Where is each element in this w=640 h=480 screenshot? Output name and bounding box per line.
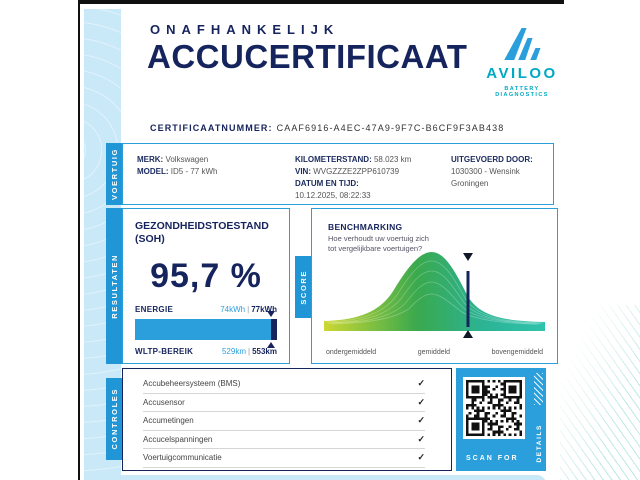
section-tab-voertuig: VOERTUIG	[106, 143, 122, 205]
checkmark-icon: ✓	[417, 415, 425, 426]
vehicle-uitgevoerd: UITGEVOERD DOOR: 1030300 - Wensink Groni…	[451, 155, 533, 188]
benchmark-marker-up-icon	[462, 330, 473, 338]
section-tab-controles-label: CONTROLES	[109, 388, 119, 450]
checkmark-icon: ✓	[417, 378, 425, 389]
vehicle-col-dealer: UITGEVOERD DOOR: 1030300 - Wensink Groni…	[451, 154, 547, 190]
benchmark-axis-labels: ondergemiddeld gemiddeld bovengemiddeld	[326, 349, 543, 356]
section-tab-resultaten: RESULTATEN	[106, 208, 122, 364]
check-row: Accucelspanningen ✓	[143, 431, 425, 449]
vehicle-datum-value: 10.12.2025, 08:22:33	[295, 191, 371, 200]
vehicle-card: MERK: Volkswagen MODEL: ID5 - 77 kWh KIL…	[122, 143, 554, 205]
bell-curve-icon	[324, 252, 545, 331]
benchmark-marker-line	[466, 271, 470, 327]
wltp-values: 529km | 553km	[221, 347, 277, 356]
certificate-number-line: CERTIFICAATNUMMER: CAAF6916-A4EC-47A9-9F7…	[150, 123, 504, 133]
qr-code	[463, 377, 525, 439]
brand-tagline: BATTERY DIAGNOSTICS	[495, 86, 549, 98]
page-title: ACCUCERTIFICAAT	[147, 38, 468, 75]
header-kicker: ONAFHANKELIJK	[150, 22, 340, 37]
label-gemiddeld: gemiddeld	[417, 349, 451, 356]
corner-hatch-decor	[560, 305, 640, 480]
check-label: Accumetingen	[143, 416, 194, 426]
certificate-number-label: CERTIFICAATNUMMER:	[150, 123, 273, 133]
benchmark-question: Hoe verhoudt uw voertuig zich tot vergel…	[328, 234, 429, 253]
qr-details-label: DETAILS	[536, 424, 543, 463]
bar-marker-up-icon	[266, 342, 275, 348]
energie-row: ENERGIE 74kWh | 77kWh	[135, 305, 277, 314]
energie-values: 74kWh | 77kWh	[220, 305, 277, 314]
check-label: Accucelspanningen	[143, 434, 213, 444]
results-card: GEZONDHEIDSTOESTAND (SOH) 95,7 % ENERGIE…	[122, 208, 290, 364]
certificate-number-value: CAAF6916-A4EC-47A9-9F7C-B6CF9F3AB438	[276, 123, 505, 133]
soh-value: 95,7 %	[150, 257, 262, 295]
check-row: Accumetingen ✓	[143, 412, 425, 431]
check-row: Voertuigcommunicatie ✓	[143, 449, 425, 468]
energy-bar-area: ENERGIE 74kWh | 77kWh WLTP-BEREIK 529km | 55…	[135, 305, 277, 361]
vehicle-col-brand: MERK: Volkswagen MODEL: ID5 - 77 kWh	[137, 154, 287, 178]
vehicle-vin: VIN: WVGZZZE2ZPP610739	[295, 167, 400, 176]
vehicle-merk: MERK: Volkswagen	[137, 155, 209, 164]
energy-bar	[135, 319, 277, 340]
benchmark-chart	[324, 239, 545, 339]
bottom-decor-band	[100, 475, 546, 480]
brand-name: AVILOO	[486, 65, 558, 82]
qr-hatch-decor	[534, 373, 543, 405]
soh-title: GEZONDHEIDSTOESTAND (SOH)	[135, 220, 269, 245]
vehicle-datum-label: DATUM EN TIJD:	[295, 179, 359, 188]
aviloo-logo: AVILOO BATTERY DIAGNOSTICS	[478, 24, 566, 98]
check-label: Accusensor	[143, 397, 185, 407]
qr-code-icon	[466, 380, 522, 436]
benchmark-title: BENCHMARKING	[328, 222, 403, 232]
aviloo-logo-icon	[504, 28, 541, 60]
qr-scan-label: SCAN FOR	[466, 455, 519, 462]
section-tab-controles: CONTROLES	[106, 378, 122, 460]
check-row: Accubeheersysteem (BMS) ✓	[143, 375, 425, 394]
label-bovengemiddeld: bovengemiddeld	[491, 349, 543, 356]
controls-card: Accubeheersysteem (BMS) ✓ Accusensor ✓ A…	[122, 368, 452, 471]
benchmark-marker-down-icon	[462, 253, 473, 261]
section-tab-score-label: SCORE	[298, 269, 308, 305]
certificate-page: ONAFHANKELIJK ACCUCERTIFICAAT AVILOO BAT…	[78, 0, 564, 480]
check-list: Accubeheersysteem (BMS) ✓ Accusensor ✓ A…	[143, 375, 425, 468]
bar-marker-down-icon	[266, 311, 275, 317]
qr-panel: SCAN FOR DETAILS	[456, 368, 546, 471]
label-ondergemiddeld: ondergemiddeld	[326, 349, 377, 356]
section-tab-resultaten-label: RESULTATEN	[109, 253, 119, 319]
check-label: Voertuigcommunicatie	[143, 453, 222, 463]
energie-label: ENERGIE	[135, 305, 174, 314]
check-label: Accubeheersysteem (BMS)	[143, 379, 241, 389]
section-tab-score: SCORE	[295, 256, 311, 318]
check-row: Accusensor ✓	[143, 394, 425, 412]
checkmark-icon: ✓	[417, 396, 425, 407]
benchmark-card: BENCHMARKING Hoe verhoudt uw voertuig zi…	[311, 208, 558, 364]
section-tab-voertuig-label: VOERTUIG	[109, 148, 119, 200]
wltp-row: WLTP-BEREIK 529km | 553km	[135, 347, 277, 356]
checkmark-icon: ✓	[417, 433, 425, 444]
wltp-label: WLTP-BEREIK	[135, 347, 194, 356]
vehicle-km: KILOMETERSTAND: 58.023 km	[295, 155, 412, 164]
vehicle-col-identity: KILOMETERSTAND: 58.023 km VIN: WVGZZZE2Z…	[295, 154, 445, 202]
vehicle-model: MODEL: ID5 - 77 kWh	[137, 167, 218, 176]
checkmark-icon: ✓	[417, 452, 425, 463]
energy-bar-fill	[135, 319, 271, 340]
